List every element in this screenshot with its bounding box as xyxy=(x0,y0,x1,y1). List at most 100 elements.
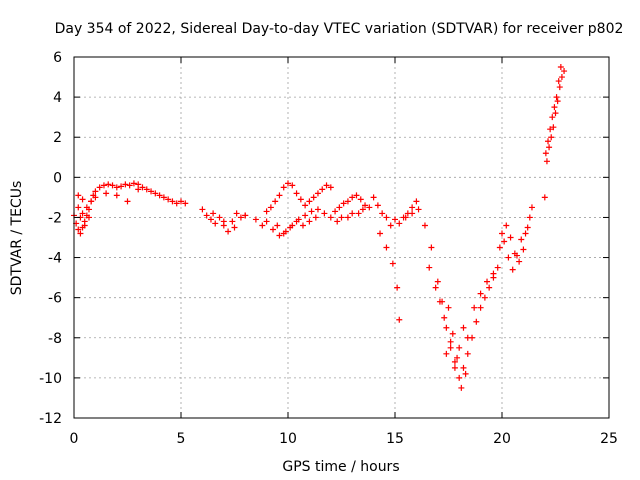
grid xyxy=(74,57,609,418)
y-tick-label: 2 xyxy=(53,130,62,146)
data-point xyxy=(477,290,484,297)
data-point xyxy=(481,294,488,301)
data-point xyxy=(139,184,146,191)
data-point xyxy=(432,284,439,291)
y-tick-label: -10 xyxy=(39,371,62,387)
data-point xyxy=(550,124,557,131)
x-tick-label: 25 xyxy=(600,431,618,447)
data-point xyxy=(113,192,120,199)
data-point xyxy=(220,218,227,225)
data-point xyxy=(285,180,291,187)
y-tick-labels: -12 -10 -8 -6 -4 -2 0 2 4 6 xyxy=(39,50,62,427)
data-point xyxy=(409,210,416,217)
data-point xyxy=(252,216,259,223)
data-point xyxy=(554,98,561,105)
x-tick-label: 15 xyxy=(386,431,404,447)
data-point xyxy=(359,206,366,213)
data-point xyxy=(513,252,520,259)
data-point xyxy=(389,260,396,267)
data-point xyxy=(561,68,568,75)
data-point xyxy=(458,384,465,391)
data-point xyxy=(547,126,554,133)
data-point xyxy=(302,202,309,209)
data-point xyxy=(379,210,386,217)
y-tick-label: -8 xyxy=(48,331,62,347)
data-point xyxy=(426,264,433,271)
data-point xyxy=(92,194,99,201)
data-point xyxy=(548,134,555,141)
data-point xyxy=(428,244,435,251)
data-point xyxy=(182,200,189,207)
data-point xyxy=(156,192,163,199)
data-point xyxy=(225,228,232,235)
y-tick-label: -4 xyxy=(48,251,62,267)
data-point xyxy=(130,180,137,187)
data-point xyxy=(314,190,321,197)
data-point xyxy=(92,188,99,195)
data-point xyxy=(415,206,422,213)
data-point xyxy=(124,198,131,205)
data-point xyxy=(135,181,142,188)
data-point xyxy=(297,196,304,203)
y-tick-label: 0 xyxy=(53,170,62,186)
tick-marks xyxy=(73,56,610,419)
data-point xyxy=(77,230,84,237)
data-point xyxy=(143,186,150,193)
data-point xyxy=(496,244,503,251)
data-point xyxy=(357,196,364,203)
data-point xyxy=(327,214,334,221)
data-point xyxy=(392,216,398,223)
data-point xyxy=(516,258,523,265)
data-point xyxy=(319,186,326,193)
data-point xyxy=(96,184,103,191)
data-point xyxy=(462,370,469,377)
data-point xyxy=(340,200,347,207)
data-point xyxy=(126,182,133,189)
data-point xyxy=(541,194,548,201)
data-point xyxy=(229,218,236,225)
data-point xyxy=(546,144,553,151)
data-point xyxy=(451,358,458,365)
data-point xyxy=(518,236,525,243)
data-point xyxy=(505,254,512,261)
data-point xyxy=(383,214,390,221)
data-point xyxy=(160,194,167,201)
data-point xyxy=(353,192,360,199)
data-point xyxy=(473,318,480,325)
data-point xyxy=(75,226,82,233)
data-point xyxy=(280,230,287,237)
data-point xyxy=(436,298,443,305)
data-point xyxy=(299,222,306,229)
data-point xyxy=(210,210,217,217)
data-point xyxy=(486,284,493,291)
data-point xyxy=(507,234,514,241)
data-point xyxy=(377,230,384,237)
data-point xyxy=(355,210,362,217)
data-point xyxy=(81,222,88,229)
data-point xyxy=(402,214,409,221)
data-point xyxy=(374,202,381,209)
data-point xyxy=(237,214,244,221)
data-point xyxy=(490,270,497,277)
data-point xyxy=(267,204,274,211)
chart-title: Day 354 of 2022, Sidereal Day-to-day VTE… xyxy=(55,21,624,37)
data-point xyxy=(421,222,428,229)
data-point xyxy=(434,278,441,285)
data-point xyxy=(302,212,309,219)
data-point xyxy=(231,224,238,231)
data-point xyxy=(447,344,454,351)
data-point xyxy=(366,204,373,211)
y-tick-label: 6 xyxy=(53,50,62,66)
data-point xyxy=(509,266,516,273)
data-point xyxy=(178,198,184,205)
data-point xyxy=(103,190,110,197)
data-point xyxy=(323,182,330,189)
data-point xyxy=(387,222,394,229)
data-point xyxy=(524,224,531,231)
y-tick-label: -6 xyxy=(48,291,62,307)
x-tick-label: 5 xyxy=(177,431,186,447)
data-point xyxy=(280,184,287,191)
data-point xyxy=(456,374,463,381)
data-point xyxy=(135,186,142,193)
